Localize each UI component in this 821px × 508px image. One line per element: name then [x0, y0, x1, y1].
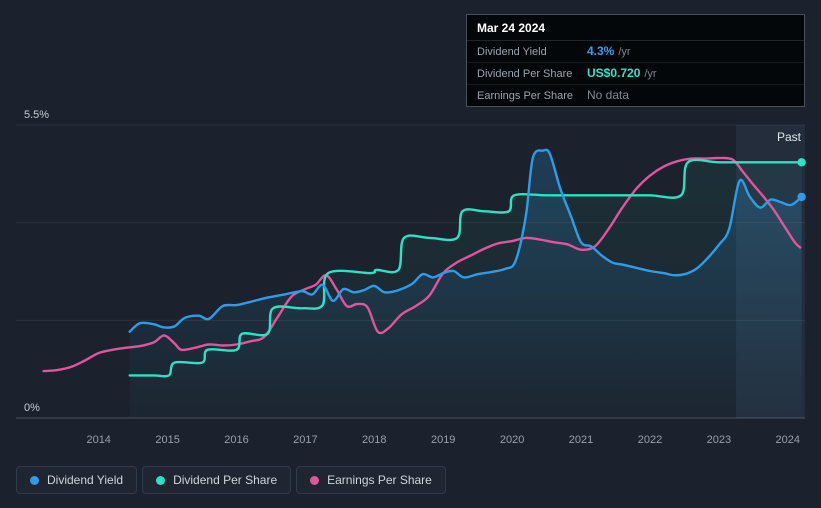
x-tick-label: 2022 — [638, 434, 662, 446]
legend-label: Dividend Yield — [47, 473, 124, 487]
legend-label: Dividend Per Share — [173, 473, 278, 487]
tooltip-row-dividend-per-share: Dividend Per Share US$0.720 /yr — [467, 63, 804, 85]
tooltip-value-suffix: /yr — [644, 68, 657, 80]
tooltip-label: Dividend Per Share — [477, 68, 573, 80]
x-tick-label: 2018 — [362, 434, 386, 446]
x-tick-label: 2014 — [86, 434, 110, 446]
tooltip-label: Dividend Yield — [477, 46, 547, 58]
x-tick-label: 2023 — [707, 434, 731, 446]
chart-legend: Dividend Yield Dividend Per Share Earnin… — [16, 466, 446, 494]
tooltip-label: Earnings Per Share — [477, 90, 573, 102]
series-end-dot — [797, 192, 806, 202]
tooltip-row-dividend-yield: Dividend Yield 4.3% /yr — [467, 41, 804, 63]
y-tick-label: 0% — [24, 402, 40, 414]
x-tick-label: 2020 — [500, 434, 524, 446]
series-line-0 — [128, 148, 803, 333]
legend-item-dividend-per-share[interactable]: Dividend Per Share — [142, 466, 292, 494]
legend-dot-dividend-yield-icon — [30, 475, 39, 485]
legend-dot-earnings-per-share-icon — [310, 475, 320, 485]
series-line-1 — [128, 158, 803, 378]
legend-dot-dividend-per-share-icon — [156, 475, 166, 485]
series-area-0 — [129, 149, 802, 418]
x-tick-label: 2021 — [569, 434, 593, 446]
past-band — [736, 125, 805, 418]
tooltip-value: US$0.720 — [587, 66, 641, 80]
x-tick-label: 2017 — [293, 434, 317, 446]
tooltip-value: 4.3% — [587, 44, 615, 58]
tooltip-date: Mar 24 2024 — [467, 15, 804, 41]
tooltip-row-earnings-per-share: Earnings Per Share No data — [467, 85, 804, 106]
x-tick-label: 2015 — [155, 434, 179, 446]
series-end-dot — [797, 158, 806, 167]
tooltip-value-suffix: /yr — [618, 46, 631, 58]
x-tick-label: 2016 — [224, 434, 248, 446]
series-line-2 — [42, 156, 802, 373]
x-tick-label: 2024 — [776, 434, 800, 446]
y-tick-label: 5.5% — [24, 109, 49, 121]
tooltip-value: No data — [587, 88, 630, 102]
tooltip-panel: Mar 24 2024 Dividend Yield 4.3% /yr Divi… — [466, 14, 805, 107]
legend-item-dividend-yield[interactable]: Dividend Yield — [16, 466, 138, 494]
legend-item-earnings-per-share[interactable]: Earnings Per Share — [296, 466, 446, 494]
legend-label: Earnings Per Share — [327, 473, 432, 487]
past-period-label: Past — [776, 130, 801, 144]
x-tick-label: 2019 — [431, 434, 455, 446]
